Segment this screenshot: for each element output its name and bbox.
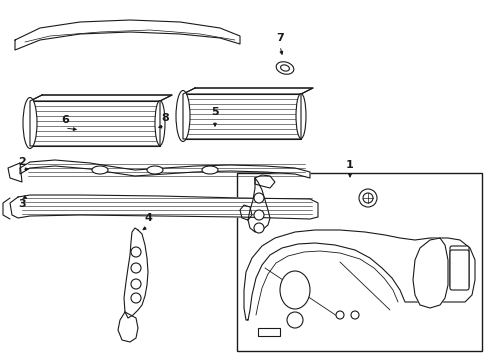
- Polygon shape: [10, 195, 317, 219]
- Polygon shape: [124, 228, 148, 318]
- Text: 1: 1: [346, 160, 353, 170]
- Text: 6: 6: [61, 115, 69, 125]
- Text: 4: 4: [144, 213, 152, 223]
- Circle shape: [253, 223, 264, 233]
- Circle shape: [335, 311, 343, 319]
- Circle shape: [350, 311, 358, 319]
- Polygon shape: [30, 101, 160, 146]
- Polygon shape: [15, 20, 240, 50]
- FancyBboxPatch shape: [449, 250, 468, 290]
- Ellipse shape: [155, 100, 164, 145]
- Text: 7: 7: [276, 33, 284, 43]
- Ellipse shape: [147, 166, 163, 174]
- Circle shape: [131, 263, 141, 273]
- Ellipse shape: [280, 271, 309, 309]
- Bar: [237, 173, 481, 351]
- Polygon shape: [118, 312, 138, 342]
- Polygon shape: [254, 175, 274, 188]
- Polygon shape: [183, 88, 312, 94]
- Text: 5: 5: [211, 107, 218, 117]
- Circle shape: [358, 189, 376, 207]
- Circle shape: [362, 193, 372, 203]
- Text: 2: 2: [18, 157, 26, 167]
- Text: 3: 3: [18, 199, 26, 209]
- Bar: [258, 328, 280, 336]
- Circle shape: [253, 193, 264, 203]
- Circle shape: [253, 210, 264, 220]
- Ellipse shape: [276, 62, 293, 74]
- Polygon shape: [8, 163, 22, 182]
- Polygon shape: [412, 238, 447, 308]
- Circle shape: [131, 247, 141, 257]
- Polygon shape: [247, 178, 269, 232]
- Ellipse shape: [280, 65, 289, 71]
- Ellipse shape: [295, 94, 305, 139]
- Text: 8: 8: [161, 113, 168, 123]
- Polygon shape: [244, 230, 474, 320]
- Circle shape: [131, 293, 141, 303]
- Ellipse shape: [202, 166, 218, 174]
- Polygon shape: [20, 160, 309, 178]
- Ellipse shape: [92, 166, 108, 174]
- Polygon shape: [30, 95, 172, 101]
- Ellipse shape: [176, 90, 190, 141]
- Ellipse shape: [23, 98, 37, 149]
- Polygon shape: [240, 205, 251, 220]
- Polygon shape: [183, 94, 301, 139]
- Circle shape: [131, 279, 141, 289]
- Circle shape: [286, 312, 303, 328]
- FancyBboxPatch shape: [449, 246, 468, 288]
